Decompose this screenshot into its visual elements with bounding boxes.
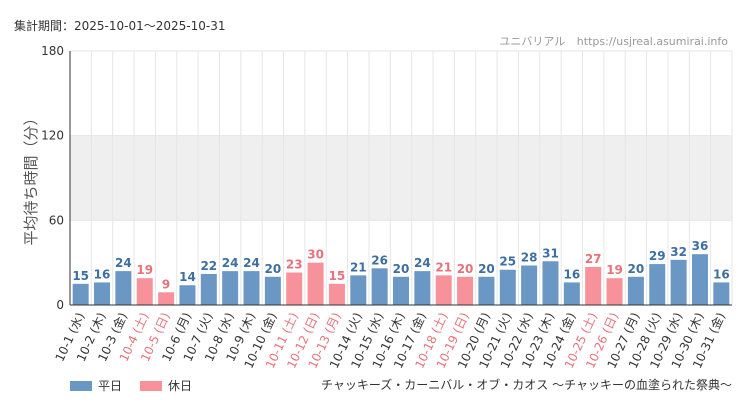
bar-value-label: 20 [628, 262, 645, 276]
bar-value-label: 30 [307, 248, 324, 262]
bar [649, 264, 666, 305]
y-tick-label: 120 [41, 129, 64, 143]
bar-value-label: 36 [692, 239, 709, 253]
bar [414, 271, 431, 305]
bar [606, 278, 623, 305]
bar-value-label: 24 [414, 256, 431, 270]
bar [115, 271, 132, 305]
legend: 平日 休日 [70, 377, 192, 394]
bar [328, 283, 345, 305]
bar [670, 259, 687, 305]
bar-value-label: 22 [200, 259, 217, 273]
legend-swatch-holiday [140, 380, 163, 391]
bar-value-label: 20 [457, 262, 474, 276]
brand-watermark: ユニバリアル https://usjreal.asumirai.info [499, 33, 728, 49]
bar-value-label: 32 [670, 245, 687, 259]
bar [435, 275, 452, 305]
bar-value-label: 15 [329, 269, 346, 283]
bar [521, 265, 538, 305]
highlight-band [70, 135, 732, 221]
y-tick-label: 0 [56, 298, 64, 312]
bar-value-label: 24 [115, 256, 132, 270]
bar [243, 271, 260, 305]
bar-value-label: 28 [521, 250, 538, 264]
bar-value-label: 29 [649, 249, 666, 263]
bar-value-label: 20 [478, 262, 495, 276]
bar [371, 268, 388, 305]
bar [286, 272, 303, 305]
bar [542, 261, 559, 305]
bar-value-label: 31 [542, 246, 559, 260]
bar [72, 283, 89, 305]
bar-value-label: 16 [94, 267, 111, 281]
bar [713, 282, 730, 305]
bar-value-label: 21 [350, 260, 367, 274]
legend-item-weekday[interactable]: 平日 [70, 377, 122, 394]
x-tick-labels: 10-1 (水)10-2 (木)10-3 (金)10-4 (土)10-5 (日)… [53, 310, 728, 371]
bar [499, 269, 516, 305]
bar-value-label: 20 [265, 262, 282, 276]
bar [393, 276, 409, 305]
bar-value-label: 9 [162, 277, 170, 291]
y-tick-labels: 0 60 120 180 [41, 44, 64, 312]
bar [563, 282, 580, 305]
legend-item-holiday[interactable]: 休日 [140, 377, 192, 394]
bar-value-label: 19 [606, 263, 623, 277]
y-tick-label: 60 [49, 213, 64, 227]
bar-value-label: 26 [371, 253, 388, 267]
bar-value-label: 16 [563, 267, 580, 281]
bar [179, 285, 196, 305]
bar-value-label: 25 [499, 255, 516, 269]
bar [136, 278, 153, 305]
bar [691, 254, 708, 305]
attraction-title: チャッキーズ・カーニバル・オブ・カオス ～チャッキーの血塗られた祭典～ [321, 378, 732, 392]
period-label: 集計期間：2025-10-01～2025-10-31 [14, 19, 226, 33]
value-labels: 15 16 24 19 9 14 22 24 24 20 23 30 15 21 26 20 24 21 20 20 2… [72, 239, 729, 291]
y-axis-label: 平均待ち時間（分） [22, 110, 40, 245]
bar [264, 276, 281, 305]
bar [158, 292, 175, 305]
bars [72, 254, 730, 305]
bar [94, 282, 111, 305]
brand-name: ユニバリアル [499, 35, 566, 48]
bar [585, 266, 602, 305]
bar [457, 276, 474, 305]
brand-url[interactable]: https://usjreal.asumirai.info [576, 35, 728, 48]
bar [222, 271, 239, 305]
bar-value-label: 24 [222, 256, 239, 270]
bar-value-label: 19 [136, 263, 153, 277]
bar-value-label: 20 [393, 262, 410, 276]
bar [200, 273, 217, 305]
bar [307, 262, 324, 305]
bar-value-label: 24 [243, 256, 260, 270]
bar-value-label: 15 [72, 269, 89, 283]
bar-value-label: 21 [435, 260, 452, 274]
bar-value-label: 14 [179, 270, 196, 284]
bar [627, 276, 644, 305]
y-tick-label: 180 [41, 44, 64, 58]
bar [478, 276, 495, 305]
legend-label-holiday: 休日 [168, 379, 193, 393]
bar [350, 275, 367, 305]
bar-value-label: 27 [585, 252, 602, 266]
bar-value-label: 23 [286, 258, 303, 272]
legend-swatch-weekday [70, 380, 92, 391]
bar-value-label: 16 [713, 267, 730, 281]
legend-label-weekday: 平日 [98, 379, 123, 393]
